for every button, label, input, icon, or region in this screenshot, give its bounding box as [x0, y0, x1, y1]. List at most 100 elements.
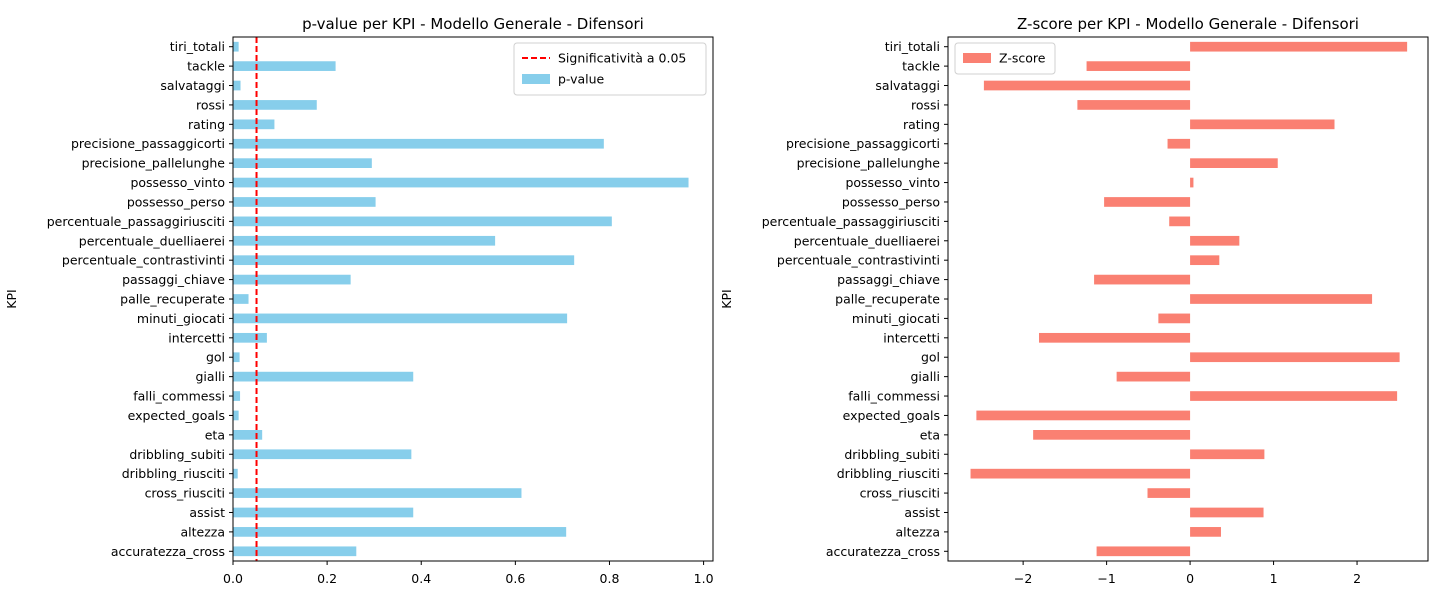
y-tick-label: percentuale_passaggiriusciti [762, 214, 940, 229]
y-tick-label: altezza [895, 524, 940, 539]
bar-rating [233, 119, 275, 130]
y-tick-label: rating [903, 117, 940, 132]
bar-falli_commessi [1190, 391, 1398, 401]
y-tick-label: expected_goals [843, 408, 940, 423]
y-tick-label: tackle [187, 59, 225, 74]
y-tick-label: percentuale_contrastivinti [62, 253, 225, 268]
y-tick-label: falli_commessi [848, 389, 940, 404]
legend-bar-swatch [522, 74, 550, 84]
bar-dribbling_riusciti [970, 468, 1191, 479]
chart-title: p-value per KPI - Modello Generale - Dif… [302, 15, 644, 33]
y-tick-label: precisione_pallelunghe [797, 156, 941, 171]
bar-precisione_pallelunghe [233, 158, 372, 168]
bar-possesso_vinto [233, 177, 689, 188]
y-tick-label: passaggi_chiave [837, 272, 940, 287]
bar-rossi [1077, 100, 1191, 110]
legend-box [954, 42, 1056, 75]
y-tick-label: tackle [902, 59, 940, 74]
bar-tackle [1086, 61, 1191, 71]
y-tick-label: dribbling_riusciti [122, 466, 225, 481]
bar-minuti_giocati [1158, 313, 1191, 324]
bar-intercetti [233, 332, 267, 343]
bar-possesso_vinto [1190, 177, 1194, 188]
bar-precisione_passaggicorti [233, 138, 604, 149]
y-tick-label: percentuale_contrastivinti [777, 253, 940, 268]
y-tick-label: intercetti [168, 330, 225, 345]
y-tick-label: rossi [196, 97, 225, 112]
y-tick-label: percentuale_passaggiriusciti [47, 214, 225, 229]
bar-tiri_totali [233, 41, 239, 52]
y-tick-label: salvataggi [160, 78, 225, 93]
y-tick-label: precisione_passaggicorti [786, 136, 940, 151]
legend-label: Significatività a 0.05 [558, 51, 686, 66]
bar-percentuale_passaggiriusciti [1169, 216, 1191, 227]
bar-precisione_pallelunghe [1190, 158, 1278, 168]
bar-gialli [1116, 371, 1191, 382]
bar-precisione_passaggicorti [1167, 138, 1191, 149]
legend: Z-score [954, 42, 1056, 75]
y-tick-label: intercetti [883, 330, 940, 345]
bar-accuratezza_cross [1096, 546, 1191, 557]
x-tick-label: 2 [1353, 571, 1361, 586]
x-tick-label: 0.6 [505, 571, 525, 586]
y-tick-label: tiri_totali [885, 39, 940, 54]
bar-dribbling_riusciti [233, 468, 238, 479]
bar-eta [1033, 430, 1191, 440]
legend-box [513, 42, 707, 96]
y-tick-label: minuti_giocati [137, 311, 225, 326]
y-tick-label: possesso_vinto [130, 175, 225, 190]
bar-dribbling_subiti [233, 449, 412, 460]
bar-assist [233, 507, 414, 518]
y-tick-label: possesso_perso [127, 194, 225, 209]
x-tick-label: −2 [1014, 571, 1032, 586]
y-tick-label: dribbling_subiti [844, 447, 940, 462]
bar-eta [233, 430, 263, 440]
bar-tackle [233, 61, 336, 71]
x-tick-label: 0.4 [411, 571, 431, 586]
y-tick-label: precisione_pallelunghe [82, 156, 226, 171]
bar-passaggi_chiave [233, 274, 351, 285]
y-tick-label: percentuale_duelliaerei [794, 233, 940, 248]
y-tick-label: possesso_perso [842, 194, 940, 209]
x-tick-label: 0.2 [317, 571, 337, 586]
y-tick-label: rossi [911, 97, 940, 112]
y-tick-label: accuratezza_cross [826, 544, 940, 559]
x-tick-label: 1 [1270, 571, 1278, 586]
bar-dribbling_subiti [1190, 449, 1265, 460]
bar-palle_recuperate [233, 294, 249, 304]
y-tick-label: cross_riusciti [145, 486, 225, 501]
y-tick-label: assist [189, 505, 225, 520]
bar-percentuale_duelliaerei [1190, 235, 1240, 246]
y-tick-label: passaggi_chiave [122, 272, 225, 287]
bar-cross_riusciti [233, 488, 522, 498]
bar-salvataggi [233, 80, 241, 91]
bar-altezza [233, 527, 567, 537]
bar-tiri_totali [1190, 41, 1408, 52]
y-tick-label: possesso_vinto [845, 175, 940, 190]
bar-expected_goals [233, 410, 239, 421]
y-tick-label: dribbling_riusciti [837, 466, 940, 481]
bar-rating [1190, 119, 1335, 130]
y-tick-label: gialli [911, 369, 941, 384]
x-tick-label: 0.8 [600, 571, 620, 586]
bar-cross_riusciti [1147, 488, 1191, 498]
bar-accuratezza_cross [233, 546, 357, 557]
bar-expected_goals [976, 410, 1191, 421]
legend-label: p-value [558, 72, 605, 87]
bar-assist [1190, 507, 1264, 518]
legend: Significatività a 0.05 p-value [513, 42, 707, 96]
legend-bar-swatch [963, 53, 991, 63]
bar-percentuale_duelliaerei [233, 235, 496, 246]
bar-percentuale_passaggiriusciti [233, 216, 612, 227]
y-tick-label: assist [904, 505, 940, 520]
y-tick-label: eta [920, 427, 940, 442]
y-tick-label: altezza [180, 524, 225, 539]
bar-rossi [233, 100, 317, 110]
bar-gol [1190, 352, 1400, 363]
chart-title: Z-score per KPI - Modello Generale - Dif… [1017, 15, 1359, 33]
bar-possesso_perso [1104, 197, 1191, 207]
bar-salvataggi [983, 80, 1191, 91]
